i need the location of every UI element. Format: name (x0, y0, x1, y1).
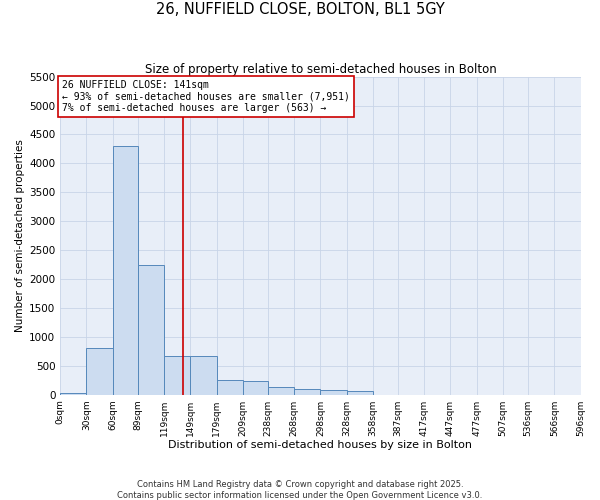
Y-axis label: Number of semi-detached properties: Number of semi-detached properties (15, 139, 25, 332)
Bar (320, 390, 347, 394)
X-axis label: Distribution of semi-detached houses by size in Bolton: Distribution of semi-detached houses by … (169, 440, 472, 450)
Title: Size of property relative to semi-detached houses in Bolton: Size of property relative to semi-detach… (145, 62, 496, 76)
Bar (190, 356, 217, 395)
Bar (243, 380, 268, 394)
Bar (138, 264, 164, 394)
Bar (86, 348, 113, 395)
Text: 26, NUFFIELD CLOSE, BOLTON, BL1 5GY: 26, NUFFIELD CLOSE, BOLTON, BL1 5GY (155, 2, 445, 18)
Bar (164, 356, 190, 395)
Bar (347, 391, 373, 394)
Text: Contains HM Land Registry data © Crown copyright and database right 2025.
Contai: Contains HM Land Registry data © Crown c… (118, 480, 482, 500)
Bar (113, 146, 138, 394)
Text: 26 NUFFIELD CLOSE: 141sqm
← 93% of semi-detached houses are smaller (7,951)
7% o: 26 NUFFIELD CLOSE: 141sqm ← 93% of semi-… (62, 80, 350, 113)
Bar (268, 387, 294, 394)
Bar (294, 389, 320, 394)
Bar (217, 380, 243, 394)
